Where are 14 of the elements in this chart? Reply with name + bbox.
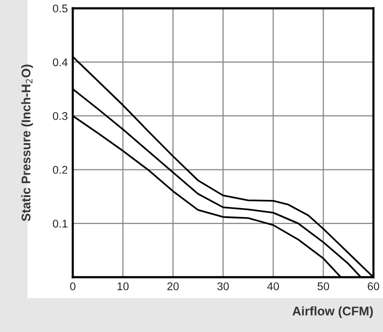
x-tick-label: 10 xyxy=(118,282,129,290)
y-tick-label: 0.5 xyxy=(52,4,68,12)
y-tick-label: 0.3 xyxy=(52,112,68,120)
x-tick-label: 30 xyxy=(217,282,229,290)
x-tick-label: 0 xyxy=(70,282,76,290)
x-tick-label: 40 xyxy=(267,282,279,290)
y-tick-label: 0.2 xyxy=(52,166,68,174)
y-tick-label: 0.4 xyxy=(52,58,68,66)
x-axis-title: Airflow (CFM) xyxy=(292,306,373,318)
x-tick-label: 60 xyxy=(368,282,380,290)
y-tick-label: 0.1 xyxy=(52,220,68,228)
x-tick-label: 50 xyxy=(318,282,330,290)
y-axis-title: Static Pressure (Inch-H$_{2}$O) xyxy=(21,64,33,222)
x-tick-label: 20 xyxy=(167,282,179,290)
